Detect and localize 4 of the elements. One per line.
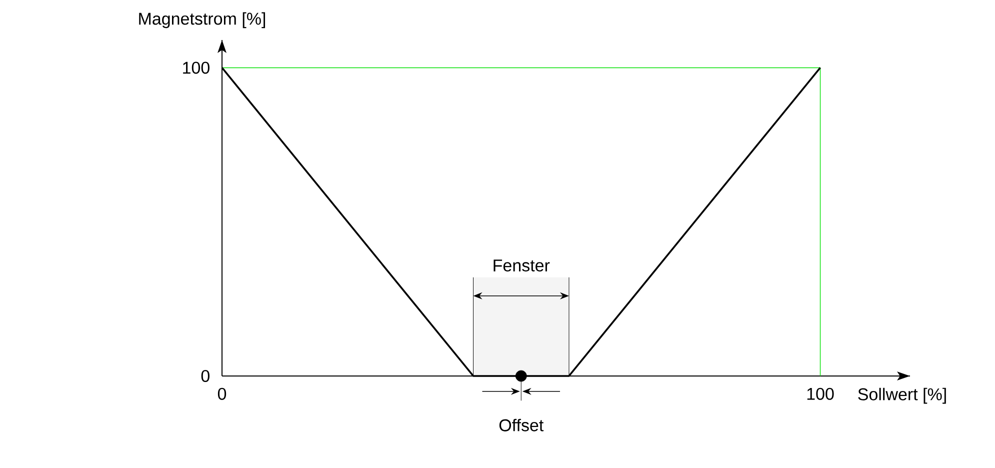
y-axis-title: Magnetstrom [%]: [139, 12, 266, 28]
x-axis-title: Sollwert [%]: [858, 388, 946, 404]
ref-line-label: Offset: [499, 418, 544, 432]
band-label: Fenster: [494, 260, 550, 272]
